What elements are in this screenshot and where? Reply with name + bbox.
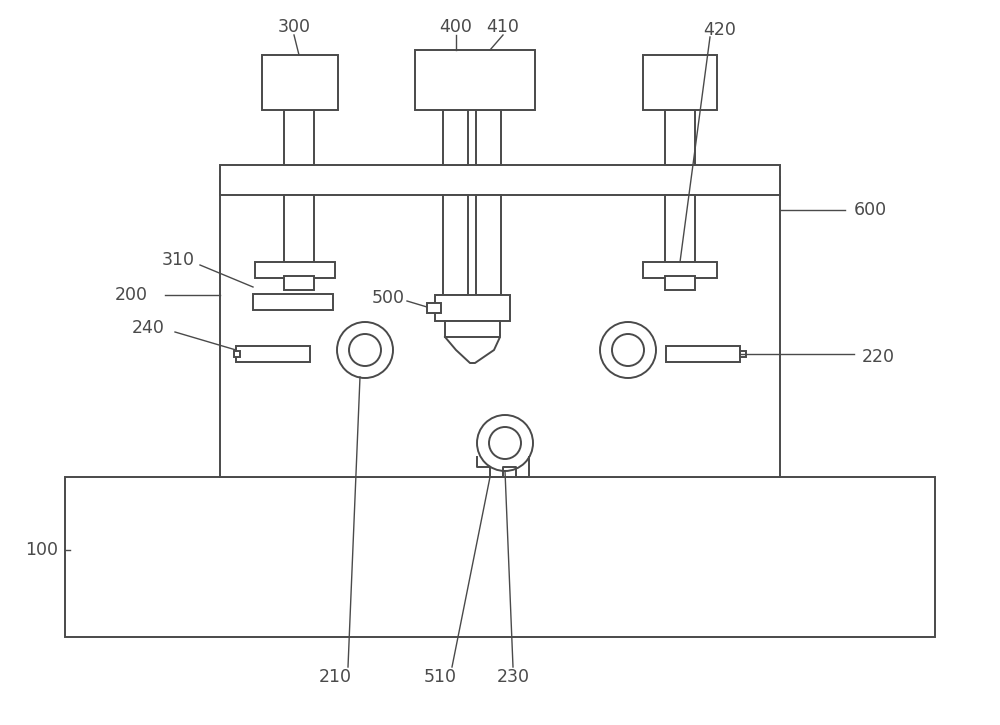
Circle shape — [600, 322, 656, 378]
Bar — [476, 195, 501, 295]
Bar — [443, 110, 468, 165]
Text: 410: 410 — [487, 18, 519, 36]
Text: 400: 400 — [440, 18, 472, 36]
Bar — [284, 195, 314, 262]
Text: 220: 220 — [862, 348, 895, 366]
Bar — [445, 321, 500, 337]
Circle shape — [489, 427, 521, 459]
Circle shape — [477, 415, 533, 471]
Bar — [476, 110, 501, 165]
Bar — [443, 195, 468, 295]
Bar — [284, 110, 314, 165]
Bar — [665, 195, 695, 262]
Text: 510: 510 — [424, 668, 456, 686]
Bar — [435, 295, 510, 321]
Text: 100: 100 — [25, 541, 58, 559]
Bar — [427, 303, 441, 313]
Bar — [262, 55, 338, 110]
Text: 300: 300 — [278, 18, 310, 36]
Bar — [253, 294, 333, 310]
Text: 500: 500 — [372, 289, 404, 307]
Bar — [415, 50, 535, 110]
Bar — [236, 346, 310, 362]
Bar — [220, 165, 780, 195]
Bar — [643, 262, 717, 278]
Bar — [65, 477, 935, 637]
Bar — [234, 351, 240, 357]
Text: 240: 240 — [132, 319, 164, 337]
Bar — [665, 110, 695, 165]
Bar — [255, 262, 335, 278]
Circle shape — [349, 334, 381, 366]
Bar — [666, 346, 740, 362]
Text: 420: 420 — [704, 21, 736, 39]
Text: 200: 200 — [115, 286, 148, 304]
Circle shape — [612, 334, 644, 366]
Text: 600: 600 — [853, 201, 887, 219]
Bar — [643, 55, 717, 110]
Polygon shape — [445, 337, 500, 363]
Bar — [740, 351, 746, 357]
Bar — [284, 276, 314, 290]
Text: 210: 210 — [318, 668, 352, 686]
Text: 230: 230 — [496, 668, 530, 686]
Bar — [220, 177, 780, 477]
Text: 310: 310 — [162, 251, 194, 269]
Bar — [665, 276, 695, 290]
Circle shape — [337, 322, 393, 378]
